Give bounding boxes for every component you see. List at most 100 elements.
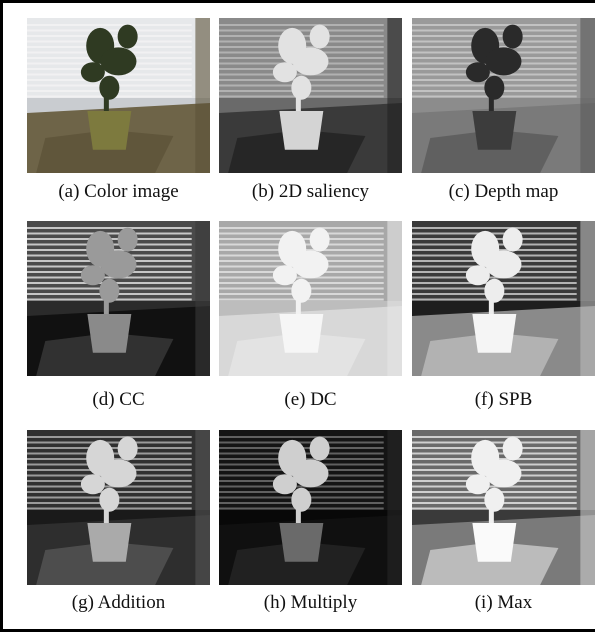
plant-leaf (486, 47, 522, 75)
caption: (f) SPB (475, 389, 533, 410)
plant-leaf (466, 474, 490, 494)
plant-leaf (503, 437, 523, 461)
pot (87, 111, 131, 150)
plant-leaf (484, 488, 504, 512)
panel-content (412, 430, 595, 585)
plant-leaf (310, 25, 330, 49)
pot (279, 314, 323, 353)
plant-leaf (101, 47, 137, 75)
blind-stripe (27, 436, 192, 438)
plant-leaf (81, 474, 105, 494)
panel-image (27, 221, 210, 376)
plant-stem (104, 492, 109, 523)
plant-leaf (293, 250, 329, 278)
caption: (e) DC (284, 389, 336, 410)
blind-stripe (219, 486, 384, 488)
plant-leaf (99, 488, 119, 512)
plant-leaf (99, 279, 119, 303)
pot (472, 523, 516, 562)
blind-stripe (412, 24, 577, 26)
plant-leaf (118, 25, 138, 49)
blind-stripe (412, 30, 577, 32)
panel-image (412, 221, 595, 376)
pot (472, 314, 516, 353)
blind-stripe (219, 233, 384, 235)
plant-leaf (486, 250, 522, 278)
blind-stripe (27, 24, 192, 26)
panel-content (412, 221, 595, 376)
right-wall (195, 18, 210, 173)
blind-stripe (219, 227, 384, 229)
blind-stripe (412, 74, 577, 76)
plant-leaf (503, 25, 523, 49)
blind-stripe (27, 277, 192, 279)
plant-leaf (293, 47, 329, 75)
right-wall (580, 221, 595, 376)
plant-leaf (99, 76, 119, 100)
plant-leaf (466, 62, 490, 82)
panel-content (219, 221, 402, 376)
plant-leaf (484, 279, 504, 303)
plant-leaf (118, 228, 138, 252)
panel-content (412, 18, 595, 173)
panel-content (219, 430, 402, 585)
plant-leaf (273, 474, 297, 494)
plant-leaf (101, 459, 137, 487)
panel-image (219, 221, 402, 376)
panel-content (219, 18, 402, 173)
plant-leaf (310, 228, 330, 252)
plant-leaf (466, 265, 490, 285)
caption: (c) Depth map (449, 181, 559, 202)
caption: (h) Multiply (264, 592, 358, 613)
blind-stripe (412, 233, 577, 235)
plant-leaf (273, 62, 297, 82)
caption: (g) Addition (72, 592, 166, 613)
panel-content (27, 18, 210, 173)
right-wall (195, 221, 210, 376)
plant-stem (104, 283, 109, 314)
blind-stripe (412, 227, 577, 229)
panel-image (27, 18, 210, 173)
right-wall (580, 18, 595, 173)
blind-stripe (27, 233, 192, 235)
plant-leaf (81, 265, 105, 285)
plant-stem (489, 80, 494, 111)
plant-leaf (81, 62, 105, 82)
panel-image (412, 18, 595, 173)
pot (279, 111, 323, 150)
plant-leaf (310, 437, 330, 461)
blind-stripe (219, 436, 384, 438)
plant-leaf (484, 76, 504, 100)
blind-stripe (412, 277, 577, 279)
caption: (a) Color image (58, 181, 178, 202)
panel-content (27, 430, 210, 585)
pot (87, 523, 131, 562)
plant-stem (296, 492, 301, 523)
blind-stripe (412, 486, 577, 488)
pot (472, 111, 516, 150)
blind-stripe (219, 30, 384, 32)
blind-stripe (219, 442, 384, 444)
blind-stripe (219, 277, 384, 279)
blind-stripe (27, 227, 192, 229)
panel-image (412, 430, 595, 585)
blind-stripe (27, 442, 192, 444)
plant-leaf (486, 459, 522, 487)
caption: (b) 2D saliency (252, 181, 370, 202)
right-wall (387, 18, 402, 173)
pot (87, 314, 131, 353)
caption: (i) Max (475, 592, 533, 613)
right-wall (580, 430, 595, 585)
plant-leaf (291, 488, 311, 512)
plant-stem (296, 283, 301, 314)
blind-stripe (27, 74, 192, 76)
plant-leaf (118, 437, 138, 461)
right-wall (387, 430, 402, 585)
plant-stem (489, 492, 494, 523)
blind-stripe (412, 436, 577, 438)
caption: (d) CC (92, 389, 144, 410)
plant-leaf (503, 228, 523, 252)
panel-image (219, 18, 402, 173)
plant-stem (296, 80, 301, 111)
blind-stripe (219, 24, 384, 26)
